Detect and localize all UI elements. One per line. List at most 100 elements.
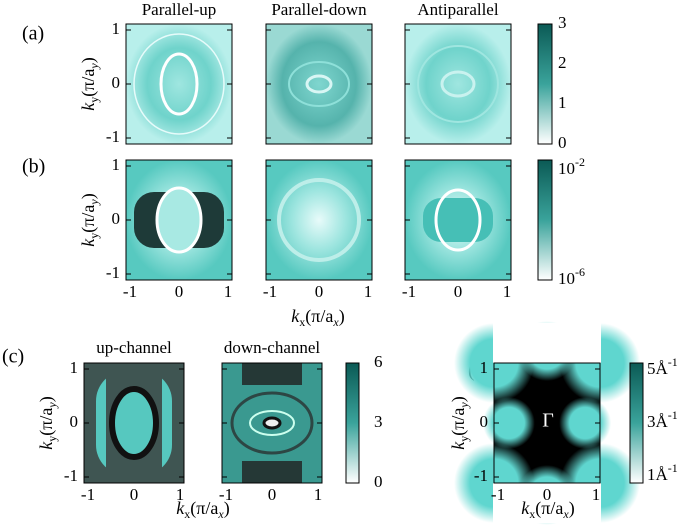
colorbar	[345, 362, 360, 484]
y-tick-label: 1	[70, 358, 79, 377]
y-tick-label: -1	[106, 263, 120, 282]
heatmap-feature	[249, 410, 295, 436]
heatmap-feature	[559, 397, 612, 449]
axis-label-part: y	[87, 233, 101, 239]
colorbar-label-base: 3Å	[647, 412, 669, 431]
x-tick-label: 0	[454, 282, 463, 301]
colorbar-label: 1Å-1	[647, 461, 678, 484]
x-tick-label: -1	[263, 282, 277, 301]
y-tick-label: -1	[106, 127, 120, 146]
axis-label-part: (π/a	[448, 408, 469, 436]
colorbar-label: 10-2	[558, 155, 585, 178]
colorbar-label: 2	[558, 53, 567, 72]
axis-label-part: k	[176, 498, 185, 518]
axis-label-part: k	[521, 498, 530, 518]
axis-label-part: k	[448, 441, 468, 450]
axis-label-part: y	[87, 199, 101, 206]
x-tick-label: -1	[402, 282, 416, 301]
heatmap	[84, 363, 184, 483]
axis-label-part: y	[87, 97, 101, 103]
column-title: Antiparallel	[417, 0, 498, 19]
axis-label-part: )	[339, 306, 345, 327]
heatmap	[405, 24, 511, 144]
column-title: down-channel	[224, 338, 321, 357]
axis-label-part: k	[78, 102, 98, 111]
x-tick-label: 1	[314, 485, 323, 504]
axis-label-part: x	[184, 507, 190, 521]
axis-label-part: )	[224, 498, 230, 519]
heatmap-feature	[133, 33, 225, 135]
axis-label-part: y	[45, 436, 59, 442]
axis-label-part: )	[448, 396, 469, 402]
gamma-label: Γ	[542, 410, 554, 432]
heatmap-feature	[493, 323, 601, 363]
axis-label-part: y	[45, 402, 59, 409]
axis-label-part: (π/a	[78, 205, 99, 233]
heatmap-feature	[434, 188, 482, 252]
x-tick-label: 1	[224, 282, 233, 301]
axis-label-part: k	[291, 306, 300, 326]
colorbar-label: 0	[374, 472, 383, 491]
axis-label-part: (π/a	[36, 408, 57, 436]
colorbar-label-exp: -1	[668, 408, 678, 422]
x-tick-label: 0	[175, 282, 184, 301]
y-tick-label: 0	[70, 412, 79, 431]
heatmap-feature	[493, 483, 601, 523]
heatmap-feature	[155, 186, 203, 254]
x-tick-label: -1	[491, 485, 505, 504]
x-tick-label: 1	[364, 282, 373, 301]
heatmap-feature	[277, 178, 361, 262]
y-tick-label: 0	[112, 73, 121, 92]
axis-label: ky(π/ay)	[36, 396, 59, 449]
colorbar-label-exp: -1	[668, 355, 678, 369]
heatmap-feature	[305, 74, 333, 94]
x-tick-label: 1	[176, 485, 185, 504]
heatmap-feature	[262, 416, 282, 430]
y-tick-label: -1	[474, 466, 488, 485]
column-title: Parallel-down	[271, 0, 367, 19]
axis-label: kx(π/ax)	[521, 498, 574, 521]
axis-label-part: k	[78, 238, 98, 247]
heatmap-bg	[405, 24, 511, 144]
heatmap-feature	[230, 391, 314, 455]
heatmap-feature	[417, 45, 499, 123]
colorbar-label-base: 10	[558, 159, 575, 178]
colorbar-label: 3Å-1	[647, 408, 678, 431]
colorbar	[537, 159, 553, 281]
x-tick-label: 0	[315, 282, 324, 301]
colorbar-label: 0	[558, 133, 567, 152]
axis-label-part: y	[457, 402, 471, 409]
colorbar-label-base: 10	[558, 269, 575, 288]
heatmap	[266, 24, 372, 144]
x-tick-label: -1	[81, 485, 95, 504]
heatmap-bg	[126, 24, 232, 144]
colorbar-label: 3	[558, 13, 567, 32]
heatmap-bg	[266, 24, 372, 144]
x-tick-label: 0	[268, 485, 277, 504]
y-tick-label: 0	[480, 412, 489, 431]
heatmap-feature	[159, 52, 199, 116]
axis-label-part: y	[87, 63, 101, 70]
heatmap	[126, 24, 232, 144]
colorbar-label: 3	[374, 412, 383, 431]
y-tick-label: 1	[112, 155, 121, 174]
axis-label-part: x	[562, 507, 569, 521]
axis-label-part: (π/a	[535, 498, 563, 519]
heatmap	[405, 160, 511, 280]
colorbar	[537, 23, 553, 145]
axis-label: kx(π/ax)	[291, 306, 344, 329]
colorbar	[629, 362, 644, 484]
axis-label-part: x	[299, 315, 305, 329]
panel-label: (a)	[22, 23, 44, 45]
axis-label: ky(π/ay)	[448, 396, 471, 449]
axis-label-part: )	[78, 57, 99, 63]
x-tick-label: 1	[503, 282, 512, 301]
colorbar-label-base: 5Å	[647, 359, 669, 378]
heatmap-feature	[288, 61, 350, 107]
x-tick-label: 0	[130, 485, 139, 504]
y-tick-label: 1	[112, 19, 121, 38]
axis-label-part: )	[78, 193, 99, 199]
colorbar-label-exp: -2	[575, 155, 585, 169]
axis-label-part: x	[332, 315, 339, 329]
colorbar-label: 6	[374, 352, 383, 371]
